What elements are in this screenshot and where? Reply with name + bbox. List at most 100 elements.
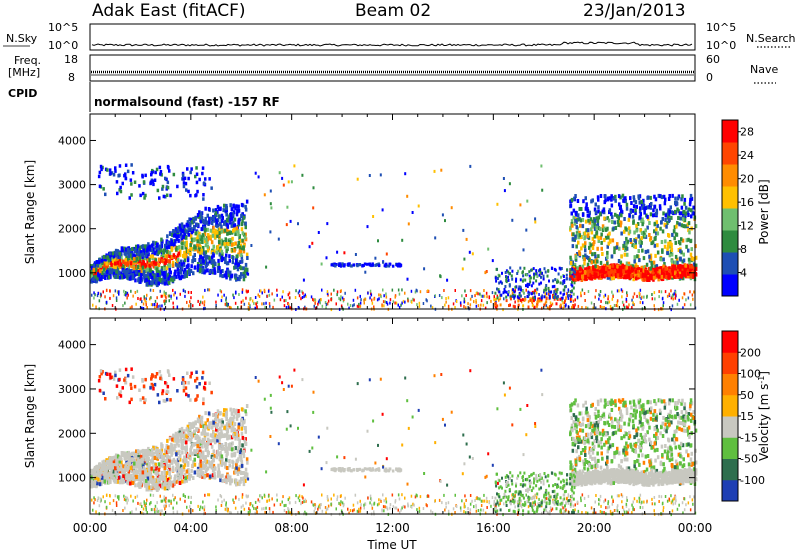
power-cell	[593, 252, 597, 256]
velocity-cell	[567, 510, 570, 514]
power-cell	[666, 221, 669, 225]
power-cell	[563, 301, 566, 305]
power-cell	[200, 248, 203, 253]
velocity-cell	[324, 506, 327, 509]
velocity-cell	[599, 494, 602, 498]
power-cell	[461, 294, 463, 298]
velocity-cell	[397, 508, 399, 512]
power-cell	[223, 242, 226, 247]
power-cell	[580, 277, 584, 282]
power-cell	[638, 200, 641, 205]
power-cell	[590, 230, 594, 235]
power-cell	[317, 300, 320, 304]
velocity-cell	[267, 494, 270, 498]
power-cell	[146, 282, 150, 287]
power-cell	[577, 277, 580, 282]
power-cell	[468, 250, 471, 254]
power-cell	[581, 275, 585, 280]
power-cell	[538, 269, 540, 273]
power-cell	[244, 207, 248, 212]
power-cell	[244, 204, 247, 209]
power-cell	[493, 295, 495, 299]
power-cell	[596, 246, 599, 251]
power-cell	[462, 228, 465, 232]
power-cell	[373, 305, 375, 309]
power-cell	[555, 290, 558, 294]
power-cell	[571, 305, 574, 309]
power-cell	[598, 293, 600, 297]
velocity-cell	[654, 502, 656, 506]
power-cell	[151, 254, 155, 259]
power-cell	[394, 301, 396, 305]
velocity-cell	[363, 503, 365, 507]
power-cell	[91, 293, 93, 297]
power-cell	[320, 262, 323, 266]
velocity-cell	[167, 499, 170, 503]
power-cell	[668, 244, 671, 249]
power-cell	[226, 303, 229, 307]
velocity-cell	[463, 510, 465, 514]
power-cell	[681, 238, 685, 243]
power-cell	[678, 222, 681, 227]
power-cell	[214, 228, 217, 233]
power-cell	[574, 194, 577, 198]
velocity-cell	[172, 506, 174, 510]
velocity-cell	[268, 507, 271, 511]
power-cell	[414, 290, 417, 294]
power-cell	[604, 235, 608, 240]
power-cell	[204, 257, 208, 262]
power-cell	[173, 242, 176, 247]
power-cell	[648, 221, 651, 225]
power-cell	[220, 224, 223, 229]
power-cell	[330, 263, 333, 267]
power-cell	[689, 239, 692, 244]
power-cell	[232, 220, 235, 225]
power-cell	[312, 206, 315, 210]
power-cell	[529, 280, 532, 284]
velocity-cell	[483, 493, 485, 497]
velocity-cell	[584, 504, 586, 507]
velocity-cell	[570, 504, 572, 508]
power-cell	[569, 268, 572, 271]
power-cell	[575, 271, 578, 276]
velocity-cell	[594, 500, 596, 504]
power-cell	[195, 193, 198, 197]
velocity-cell	[279, 503, 282, 507]
power-cell	[158, 196, 161, 200]
power-cell	[150, 296, 152, 300]
power-cell	[545, 300, 548, 304]
power-cell	[277, 237, 280, 241]
velocity-cell	[251, 504, 254, 508]
velocity-cell	[486, 506, 488, 509]
velocity-cell	[441, 501, 443, 505]
velocity-cell	[499, 502, 501, 506]
power-cell	[90, 274, 93, 279]
velocity-cell	[600, 504, 602, 508]
power-cell	[177, 251, 181, 256]
power-cell	[215, 220, 219, 225]
power-cell	[107, 258, 111, 263]
power-cell	[565, 273, 568, 277]
power-cell	[146, 267, 149, 272]
velocity-cell	[475, 496, 478, 500]
nave-label: Nave	[750, 63, 778, 76]
power-cell	[586, 269, 590, 274]
velocity-cell	[689, 495, 691, 499]
power-cell	[586, 262, 590, 267]
power-cell	[312, 297, 314, 301]
power-cell	[97, 272, 100, 277]
velocity-cell	[225, 503, 227, 507]
power-cell	[625, 246, 628, 250]
power-cell	[625, 261, 629, 266]
power-cell	[649, 275, 652, 280]
velocity-cell	[163, 495, 165, 499]
power-cell	[330, 292, 332, 296]
velocity-cell	[503, 502, 505, 506]
power-cell	[158, 278, 162, 283]
power-cell	[102, 254, 106, 259]
power-cell	[120, 246, 124, 251]
power-cell	[639, 206, 642, 211]
power-cell	[196, 213, 200, 217]
velocity-cell	[552, 500, 554, 504]
power-cell	[599, 269, 602, 274]
